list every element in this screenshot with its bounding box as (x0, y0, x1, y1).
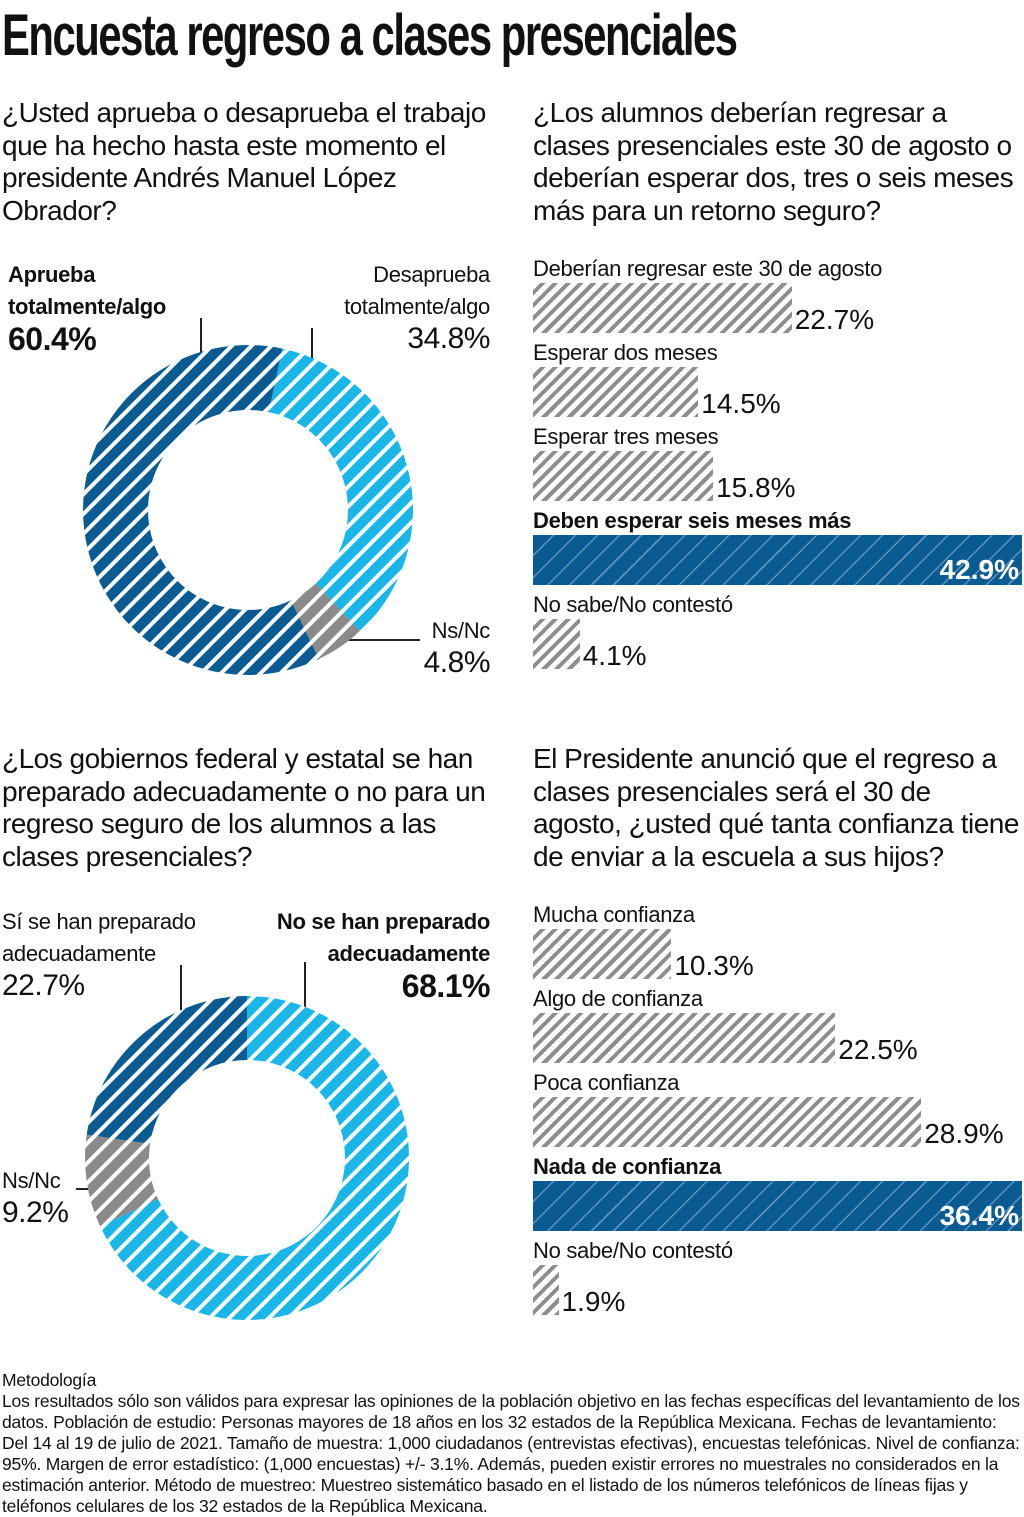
bar-value: 15.8% (716, 472, 796, 503)
bar-row: Nada de confianza 36.4% (533, 1154, 1024, 1238)
bar-value: 22.5% (838, 1034, 918, 1065)
bar-label: Poca confianza (533, 1070, 680, 1095)
bar-label: Esperar tres meses (533, 424, 719, 449)
bar-row: Mucha confianza 10.3% (533, 902, 1024, 986)
bar-label: Mucha confianza (533, 902, 695, 927)
bar-label: Esperar dos meses (533, 340, 718, 365)
donut-slice-s-se-han-preparado-adecuadamente (86, 996, 248, 1144)
question-1: ¿Usted aprueba o desaprueba el trabajo q… (2, 97, 486, 226)
donut-chart-approval (83, 345, 413, 675)
leader-line (304, 962, 306, 1026)
bar-row: Esperar dos meses 14.5% (533, 340, 1024, 424)
bar-row: Deberían regresar este 30 de agosto 22.7% (533, 256, 1024, 340)
bar-label: Deberían regresar este 30 de agosto (533, 256, 883, 281)
bar (533, 535, 1022, 585)
leader-line (180, 965, 182, 1029)
question-3: ¿Los gobiernos federal y estatal se han … (2, 743, 486, 872)
bar-row: Algo de confianza 22.5% (533, 986, 1024, 1070)
page-title: Encuesta regreso a clases presenciales (2, 3, 738, 68)
question-4: El Presidente anunció que el regreso a c… (533, 743, 1019, 872)
bar (533, 1265, 559, 1315)
bar-row: Deben esperar seis meses más 42.9% (533, 508, 1024, 592)
donut-slice-ns-nc (290, 583, 360, 660)
bar (533, 1181, 1022, 1231)
leader-line (312, 639, 420, 641)
methodology-text: Los resultados sólo son válidos para exp… (2, 1391, 1020, 1516)
methodology-heading: Metodología (2, 1370, 97, 1390)
bar-value: 14.5% (701, 388, 781, 419)
bar-chart-return: Deberían regresar este 30 de agosto 22.7%… (533, 256, 1024, 676)
donut-slice-aprueba-totalmente-algo (83, 345, 319, 675)
bar-value: 4.1% (582, 640, 647, 671)
donut-slice-desaprueba-totalmente-algo (268, 348, 413, 632)
bar-label: No sabe/No contestó (533, 1238, 733, 1263)
bar-value: 10.3% (674, 950, 754, 981)
methodology: Metodología Los resultados sólo son váli… (2, 1370, 1022, 1517)
bar-row: Poca confianza 28.9% (533, 1070, 1024, 1154)
approve-label: Aprueba totalmente/algo 60.4% (8, 262, 167, 357)
leader-line (311, 328, 313, 380)
bar (533, 283, 792, 333)
bar-label: Algo de confianza (533, 986, 703, 1011)
leader-line (200, 318, 202, 376)
bar (533, 1013, 836, 1063)
ns-label: Ns/Nc 4.8% (423, 618, 491, 679)
donut-slice-ns-nc (85, 1134, 159, 1227)
bar-label: Deben esperar seis meses más (533, 508, 852, 533)
bar (533, 1097, 922, 1147)
bar-row: No sabe/No contestó 1.9% (533, 1238, 1024, 1322)
bar-value: 1.9% (561, 1286, 626, 1317)
bar-value: 36.4% (939, 1200, 1019, 1231)
bar-row: Esperar tres meses 15.8% (533, 424, 1024, 508)
yes-label: Sí se han preparado adecuadamente 22.7% (2, 909, 196, 1002)
bar-row: No sabe/No contestó 4.1% (533, 592, 1024, 676)
question-2: ¿Los alumnos deberían regresar a clases … (533, 97, 1014, 226)
bar (533, 451, 714, 501)
bar-chart-confidence: Mucha confianza 10.3% Algo de confianza 22.… (533, 902, 1024, 1322)
ns-label-2: Ns/Nc 9.2% (2, 1168, 69, 1229)
bar-value: 28.9% (924, 1118, 1004, 1149)
disapprove-label: Desaprueba totalmente/algo 34.8% (344, 262, 490, 355)
bar (533, 619, 580, 669)
no-label: No se han preparado adecuadamente 68.1% (276, 909, 491, 1004)
bar-label: No sabe/No contestó (533, 592, 733, 617)
donut-slice-no-se-han-preparado-adecuadamente (99, 996, 410, 1320)
bar (533, 929, 672, 979)
donut-chart-preparation (85, 996, 410, 1320)
bar-label: Nada de confianza (533, 1154, 722, 1179)
bar-value: 22.7% (794, 304, 875, 335)
bar-value: 42.9% (939, 554, 1019, 585)
bar (533, 367, 699, 417)
